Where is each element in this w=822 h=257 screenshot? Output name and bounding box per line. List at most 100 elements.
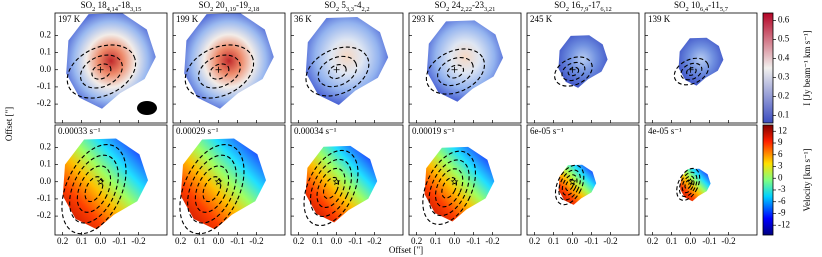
- title-part: 3,21: [484, 6, 495, 13]
- title-part: 2: [566, 6, 569, 13]
- star-marker: [568, 177, 577, 186]
- x-tick-label: -0.1: [230, 236, 244, 246]
- y-axis-label: Offset ["]: [4, 107, 14, 141]
- star-marker: [332, 177, 341, 186]
- peak-marker: [215, 66, 222, 73]
- contour: [194, 165, 230, 213]
- intensity-map: [678, 37, 724, 86]
- y-tick-label: 0.2: [40, 29, 51, 39]
- temperature-label: 197 K: [58, 14, 81, 24]
- contour: [76, 165, 112, 213]
- peak-marker: [333, 66, 340, 73]
- y-tick-label: -0.1: [37, 193, 51, 203]
- peak-marker: [451, 66, 458, 73]
- title-part: 1,19: [225, 6, 236, 13]
- title-part: 20: [213, 0, 225, 10]
- x-tick-label: -0.1: [466, 236, 480, 246]
- title-part: 18: [95, 0, 107, 10]
- colorbar-tick-label: -3: [778, 184, 786, 194]
- title-part: 4,14: [107, 6, 119, 13]
- x-tick-label: -0.1: [112, 236, 126, 246]
- contour: [317, 55, 358, 88]
- intensity-map: [558, 35, 608, 88]
- title-part: -17: [588, 0, 600, 10]
- y-tick-label: -0.1: [37, 81, 51, 91]
- x-tick-label: 0.0: [213, 236, 225, 246]
- contour: [187, 154, 237, 224]
- star-marker: [450, 177, 459, 186]
- panel-frame: [526, 124, 640, 236]
- y-tick-label: 0.1: [40, 47, 51, 57]
- rate-label: 0.00029 s⁻¹: [176, 126, 219, 136]
- velocity-map: [305, 145, 378, 223]
- x-tick-label: 0.1: [430, 236, 441, 246]
- panel-title: SO2 201,19-192,18: [199, 0, 260, 13]
- colorbar-label: I [Jy beam⁻¹ km s⁻¹]: [802, 30, 812, 105]
- colorbar-tick-label: 12: [778, 125, 787, 135]
- x-tick-label: 0.1: [76, 236, 87, 246]
- contour: [428, 159, 470, 217]
- contour: [678, 171, 698, 198]
- contour: [197, 54, 241, 89]
- intensity-map: [305, 17, 389, 105]
- contour: [184, 44, 255, 99]
- rate-label: 0.00019 s⁻¹: [412, 126, 455, 136]
- temperature-label: 245 K: [530, 14, 553, 24]
- colorbar-tick-label: 9: [778, 137, 783, 147]
- beam: [137, 101, 157, 115]
- x-tick-label: 0.2: [647, 236, 658, 246]
- x-tick-label: 0.2: [175, 236, 186, 246]
- contour: [686, 67, 697, 76]
- x-tick-label: 0.0: [685, 236, 697, 246]
- temperature-label: 199 K: [176, 14, 199, 24]
- title-part: -19: [236, 0, 248, 10]
- x-tick-label: -0.1: [584, 236, 598, 246]
- panel-title: SO2 167,9-176,12: [554, 0, 612, 13]
- colorbar-label: Velocity [km s⁻¹]: [802, 149, 812, 212]
- panel-frame: [408, 124, 522, 236]
- x-tick-label: -0.2: [485, 236, 499, 246]
- title-part: 24: [449, 0, 461, 10]
- contour: [209, 63, 230, 80]
- title-part: 2: [336, 6, 339, 13]
- x-tick-label: 0.0: [567, 236, 579, 246]
- contour: [554, 56, 593, 87]
- panel-frame: [408, 12, 522, 124]
- colorbar: [762, 124, 774, 236]
- y-tick-label: -0.2: [37, 98, 51, 108]
- contour: [66, 44, 137, 99]
- title-part: 2,18: [248, 6, 259, 13]
- contour: [309, 158, 353, 218]
- panel-frame: [644, 12, 758, 124]
- contour: [680, 62, 703, 81]
- x-tick-label: 0.0: [449, 236, 461, 246]
- title-part: 2,22: [461, 6, 472, 13]
- star-marker: [686, 177, 695, 186]
- colorbar-tick-label: -12: [778, 219, 790, 229]
- colorbar-tick-label: 0.3: [778, 72, 790, 82]
- contour: [91, 63, 112, 80]
- rate-label: 4e-05 s⁻¹: [648, 126, 682, 136]
- rate-label: 0.00034 s⁻¹: [294, 126, 337, 136]
- contour: [567, 66, 580, 77]
- x-tick-label: -0.2: [249, 236, 263, 246]
- x-tick-label: -0.2: [131, 236, 145, 246]
- x-tick-label: -0.2: [603, 236, 617, 246]
- velocity-map: [62, 138, 148, 230]
- rate-label: 0.00033 s⁻¹: [58, 126, 101, 136]
- panel-title: SO2 106,4-115,7: [674, 0, 729, 13]
- title-part: -4: [354, 0, 362, 10]
- x-tick-label: 0.1: [194, 236, 205, 246]
- y-tick-label: 0.0: [40, 176, 52, 186]
- title-part: SO: [674, 0, 686, 10]
- peak-marker: [97, 66, 104, 73]
- title-part: SO: [554, 0, 566, 10]
- panel-title: SO2 184,14-183,15: [81, 0, 142, 13]
- colorbar-tick-label: 0.5: [778, 34, 790, 44]
- contour: [328, 63, 347, 80]
- colorbar-tick-label: 3: [778, 161, 783, 171]
- panel-title: SO2 53,3-42,2: [324, 0, 369, 13]
- peak-marker: [687, 66, 694, 73]
- contour: [437, 56, 474, 87]
- title-part: 10: [689, 0, 701, 10]
